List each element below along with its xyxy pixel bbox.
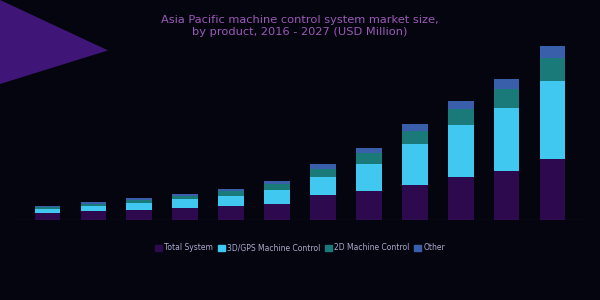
Bar xyxy=(127,198,152,200)
Bar xyxy=(80,211,106,220)
Bar xyxy=(127,200,152,202)
Bar xyxy=(310,195,335,220)
Bar xyxy=(265,181,290,184)
Bar xyxy=(127,210,152,220)
Bar xyxy=(172,208,198,220)
Bar xyxy=(356,148,382,153)
Bar xyxy=(35,209,60,213)
Bar xyxy=(540,159,565,220)
Bar xyxy=(402,144,428,185)
Bar xyxy=(172,199,198,208)
Bar xyxy=(265,184,290,190)
Bar xyxy=(80,204,106,206)
Legend: Total System, 3D/GPS Machine Control, 2D Machine Control, Other: Total System, 3D/GPS Machine Control, 2D… xyxy=(152,240,448,255)
Bar xyxy=(218,189,244,191)
Bar xyxy=(494,89,520,109)
Bar xyxy=(35,207,60,209)
Bar xyxy=(540,58,565,82)
Bar xyxy=(218,196,244,206)
Bar xyxy=(402,124,428,130)
Bar xyxy=(494,171,520,220)
Bar xyxy=(448,125,473,177)
Bar xyxy=(310,164,335,169)
Bar xyxy=(35,213,60,220)
Bar xyxy=(448,177,473,220)
Bar xyxy=(402,185,428,220)
Bar xyxy=(172,196,198,199)
Bar xyxy=(265,190,290,204)
Bar xyxy=(35,206,60,207)
Bar xyxy=(356,164,382,190)
Bar xyxy=(265,204,290,220)
Bar xyxy=(448,101,473,109)
Bar xyxy=(494,109,520,171)
Bar xyxy=(310,177,335,195)
Bar xyxy=(218,191,244,196)
Bar xyxy=(80,206,106,211)
Bar xyxy=(218,206,244,220)
Bar xyxy=(356,153,382,164)
Bar xyxy=(172,194,198,196)
Bar xyxy=(127,202,152,210)
Bar xyxy=(356,190,382,220)
Polygon shape xyxy=(0,0,108,84)
Bar xyxy=(540,82,565,159)
Bar xyxy=(80,202,106,204)
Bar xyxy=(540,46,565,59)
Bar xyxy=(310,169,335,177)
Bar xyxy=(448,109,473,125)
Bar xyxy=(494,79,520,89)
Bar xyxy=(402,130,428,144)
Title: Asia Pacific machine control system market size,
by product, 2016 - 2027 (USD Mi: Asia Pacific machine control system mark… xyxy=(161,15,439,37)
